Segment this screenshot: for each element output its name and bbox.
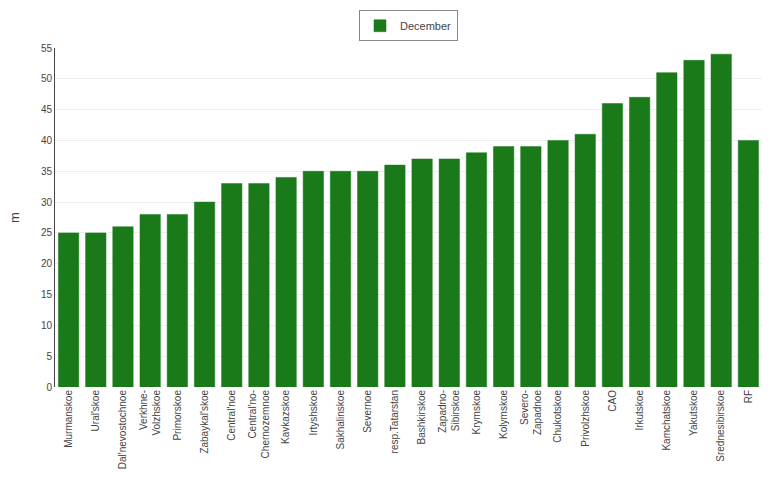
svg-text:Kolymskoe: Kolymskoe (498, 390, 509, 439)
svg-text:Zabaykal'skoe: Zabaykal'skoe (199, 390, 210, 454)
svg-text:Dal'nevostochnoe: Dal'nevostochnoe (117, 390, 128, 470)
svg-text:Zapadno-Sibirskoe: Zapadno-Sibirskoe (437, 390, 461, 433)
svg-text:30: 30 (41, 197, 53, 208)
svg-text:55: 55 (41, 43, 53, 54)
svg-text:35: 35 (41, 166, 53, 177)
svg-text:Primorskoe: Primorskoe (172, 390, 183, 441)
svg-text:RF: RF (743, 390, 754, 403)
svg-text:resp.Tatarstan: resp.Tatarstan (389, 390, 400, 453)
svg-text:25: 25 (41, 227, 53, 238)
svg-text:Yakutskoe: Yakutskoe (688, 390, 699, 436)
svg-text:15: 15 (41, 289, 53, 300)
svg-text:Sakhalinskoe: Sakhalinskoe (335, 390, 346, 450)
svg-text:50: 50 (41, 73, 53, 84)
svg-text:Krymskoe: Krymskoe (471, 390, 482, 435)
svg-text:Kavkazskoe: Kavkazskoe (280, 390, 291, 444)
svg-text:5: 5 (46, 351, 52, 362)
svg-text:0: 0 (46, 382, 52, 393)
svg-text:Kamchatskoe: Kamchatskoe (661, 390, 672, 451)
svg-text:20: 20 (41, 258, 53, 269)
svg-text:Murmanskoe: Murmanskoe (63, 390, 74, 448)
svg-text:m: m (7, 212, 22, 223)
svg-text:Ural'skoe: Ural'skoe (90, 390, 101, 432)
svg-text:Verkhne-Volzhskoe: Verkhne-Volzhskoe (138, 390, 162, 436)
svg-text:Severnoe: Severnoe (362, 390, 373, 433)
svg-text:Central'no-Chernozemnoe: Central'no-Chernozemnoe (247, 390, 271, 459)
svg-text:Srednesibirskoe: Srednesibirskoe (715, 390, 726, 462)
svg-text:Privolzhskoe: Privolzhskoe (580, 390, 591, 447)
svg-text:December: December (400, 20, 451, 32)
svg-text:10: 10 (41, 320, 53, 331)
svg-text:CAO: CAO (607, 390, 618, 412)
svg-text:Chukotskoe: Chukotskoe (552, 390, 563, 443)
svg-text:Bashkirskoe: Bashkirskoe (416, 390, 427, 445)
svg-text:45: 45 (41, 104, 53, 115)
svg-text:Irtyshskoe: Irtyshskoe (308, 390, 319, 436)
svg-text:Central'noe: Central'noe (226, 390, 237, 441)
svg-text:Irkutskoe: Irkutskoe (634, 390, 645, 431)
svg-text:Severo-Zapadnoe: Severo-Zapadnoe (519, 390, 543, 435)
svg-text:40: 40 (41, 135, 53, 146)
